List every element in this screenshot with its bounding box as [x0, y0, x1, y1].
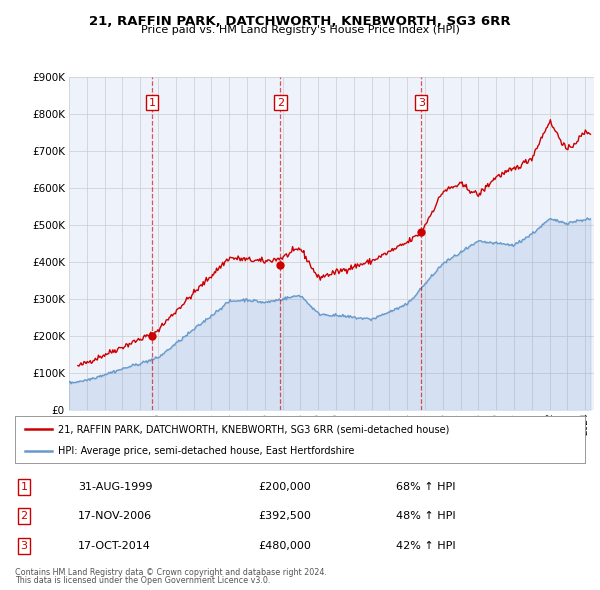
Text: 21, RAFFIN PARK, DATCHWORTH, KNEBWORTH, SG3 6RR: 21, RAFFIN PARK, DATCHWORTH, KNEBWORTH, … [89, 15, 511, 28]
Text: 48% ↑ HPI: 48% ↑ HPI [396, 512, 455, 521]
Text: 1: 1 [20, 482, 28, 491]
Text: HPI: Average price, semi-detached house, East Hertfordshire: HPI: Average price, semi-detached house,… [58, 447, 354, 456]
Text: 2: 2 [20, 512, 28, 521]
Text: 3: 3 [418, 97, 425, 107]
Text: 3: 3 [20, 541, 28, 550]
Text: £480,000: £480,000 [258, 541, 311, 550]
Text: 42% ↑ HPI: 42% ↑ HPI [396, 541, 455, 550]
Text: 68% ↑ HPI: 68% ↑ HPI [396, 482, 455, 491]
Text: £392,500: £392,500 [258, 512, 311, 521]
Text: £200,000: £200,000 [258, 482, 311, 491]
Text: 17-OCT-2014: 17-OCT-2014 [78, 541, 151, 550]
Text: 31-AUG-1999: 31-AUG-1999 [78, 482, 152, 491]
Text: 1: 1 [149, 97, 155, 107]
Text: 2: 2 [277, 97, 284, 107]
Text: Contains HM Land Registry data © Crown copyright and database right 2024.: Contains HM Land Registry data © Crown c… [15, 568, 327, 577]
Text: This data is licensed under the Open Government Licence v3.0.: This data is licensed under the Open Gov… [15, 576, 271, 585]
Text: 21, RAFFIN PARK, DATCHWORTH, KNEBWORTH, SG3 6RR (semi-detached house): 21, RAFFIN PARK, DATCHWORTH, KNEBWORTH, … [58, 424, 449, 434]
Text: Price paid vs. HM Land Registry's House Price Index (HPI): Price paid vs. HM Land Registry's House … [140, 25, 460, 35]
Text: 17-NOV-2006: 17-NOV-2006 [78, 512, 152, 521]
